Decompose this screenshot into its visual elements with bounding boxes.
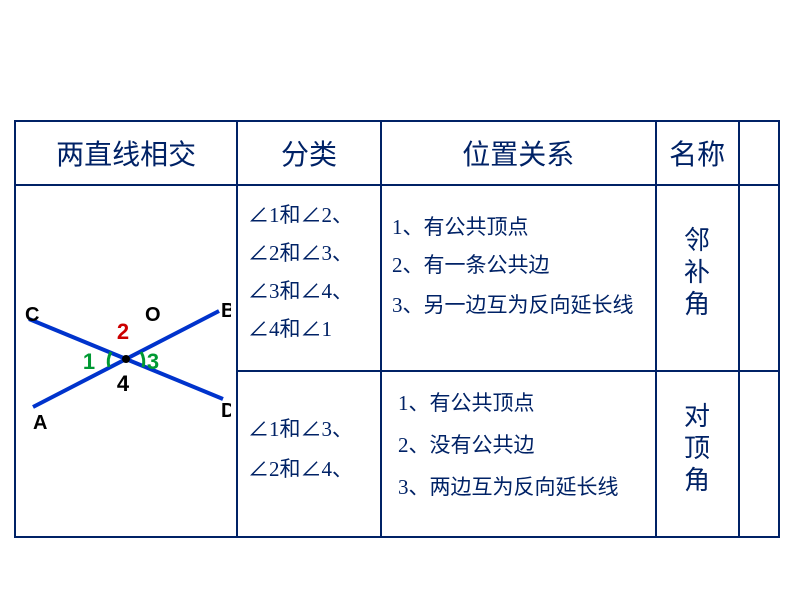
class-item: ∠2和∠3、 (248, 241, 353, 265)
name-char: 补 (684, 258, 710, 287)
relation-item: 2、没有公共边 (398, 433, 535, 457)
empty-cell (739, 371, 779, 537)
header-intersect: 两直线相交 (15, 121, 237, 185)
relation-item: 1、有公共顶点 (398, 391, 535, 415)
name-char: 角 (684, 290, 710, 319)
angle-3: 3 (147, 349, 159, 374)
class-item: ∠1和∠3、 (248, 417, 353, 441)
relation-vertical: 1、有公共顶点 2、没有公共边 3、两边互为反向延长线 (381, 371, 656, 537)
table: 两直线相交 分类 位置关系 名称 A B C D O 1 2 3 4 (14, 120, 780, 538)
header-empty (739, 121, 779, 185)
diagram-cell: A B C D O 1 2 3 4 (15, 185, 237, 537)
relation-item: 3、另一边互为反向延长线 (392, 293, 634, 317)
label-C: C (25, 304, 39, 326)
name-vertical-1: 邻 补 角 (667, 219, 727, 329)
relation-adjacent: 1、有公共顶点 2、有一条公共边 3、另一边互为反向延长线 (381, 185, 656, 371)
class-item: ∠1和∠2、 (248, 203, 353, 227)
angle-4: 4 (117, 371, 130, 396)
name-adjacent: 邻 补 角 (656, 185, 739, 371)
name-char: 邻 (684, 226, 710, 255)
class-list-1: ∠1和∠2、 ∠2和∠3、 ∠3和∠4、 ∠4和∠1 (248, 196, 368, 346)
header-class: 分类 (237, 121, 381, 185)
class-vertical: ∠1和∠3、 ∠2和∠4、 (237, 371, 381, 537)
label-A: A (33, 412, 47, 434)
angle-2: 2 (117, 319, 129, 344)
point-O-dot (122, 355, 130, 363)
class-item: ∠4和∠1 (248, 317, 332, 341)
label-O: O (145, 304, 161, 326)
relation-item: 1、有公共顶点 (392, 215, 529, 239)
angle-1: 1 (83, 349, 95, 374)
name-char: 角 (684, 466, 710, 495)
intersecting-lines-diagram: A B C D O 1 2 3 4 (21, 259, 231, 459)
class-list-2: ∠1和∠3、 ∠2和∠4、 (248, 402, 368, 492)
header-relation: 位置关系 (381, 121, 656, 185)
class-adjacent: ∠1和∠2、 ∠2和∠3、 ∠3和∠4、 ∠4和∠1 (237, 185, 381, 371)
relation-item: 3、两边互为反向延长线 (398, 475, 619, 499)
relation-item: 2、有一条公共边 (392, 253, 550, 277)
relation-list-2: 1、有公共顶点 2、没有公共边 3、两边互为反向延长线 (392, 382, 642, 512)
class-item: ∠2和∠4、 (248, 457, 353, 481)
name-char: 对 (684, 402, 710, 431)
row-adjacent-supplementary: A B C D O 1 2 3 4 ∠1和∠2、 ∠2和∠3、 ∠3和∠4、 ∠… (15, 185, 779, 371)
name-vertical: 对 顶 角 (656, 371, 739, 537)
header-name: 名称 (656, 121, 739, 185)
label-B: B (221, 300, 231, 322)
header-row: 两直线相交 分类 位置关系 名称 (15, 121, 779, 185)
angle-classification-table: 两直线相交 分类 位置关系 名称 A B C D O 1 2 3 4 (14, 120, 780, 538)
name-vertical-2: 对 顶 角 (667, 395, 727, 505)
empty-cell (739, 185, 779, 371)
relation-list-1: 1、有公共顶点 2、有一条公共边 3、另一边互为反向延长线 (392, 212, 642, 330)
label-D: D (221, 400, 231, 422)
class-item: ∠3和∠4、 (248, 279, 353, 303)
name-char: 顶 (684, 434, 710, 463)
